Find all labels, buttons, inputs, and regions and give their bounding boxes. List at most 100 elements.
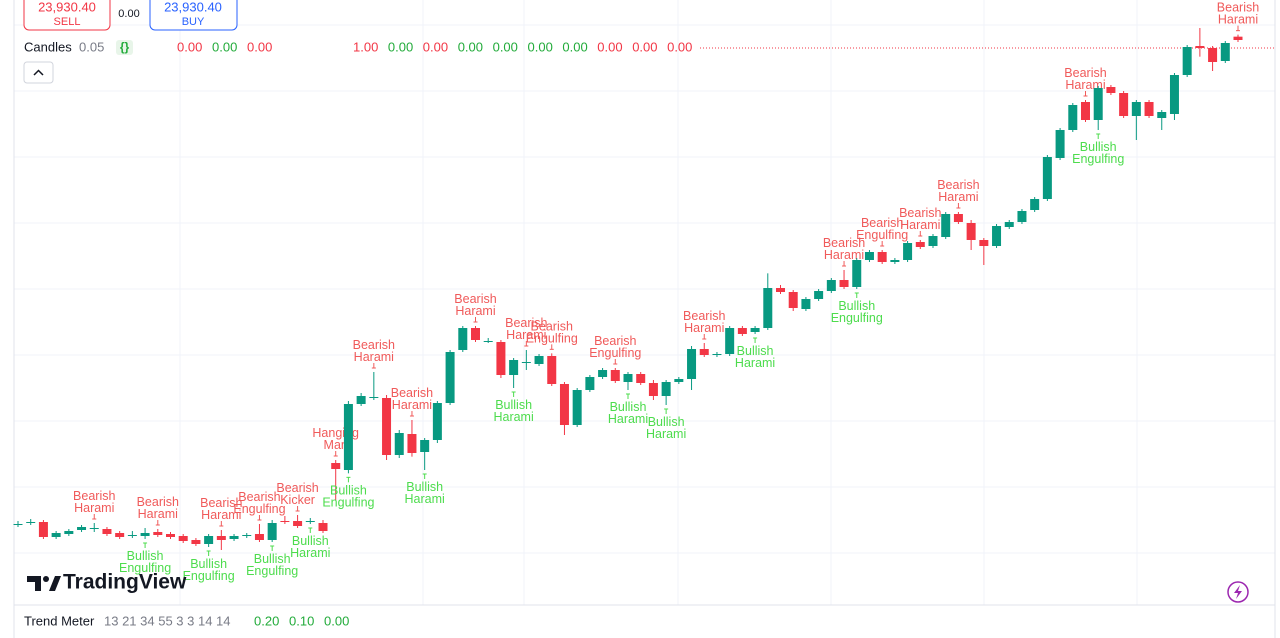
pattern-label: Bearish Engulfing xyxy=(856,216,908,242)
candle-body xyxy=(763,288,773,328)
legend-name: Candles xyxy=(24,39,72,54)
candle-body xyxy=(407,434,417,453)
sell-price: 23,930.40 xyxy=(38,0,96,14)
candle-body xyxy=(979,240,989,246)
candle-body xyxy=(1233,36,1243,40)
candle-body xyxy=(432,403,442,440)
buy-price: 23,930.40 xyxy=(164,0,222,14)
pattern-label: Bullish Engulfing xyxy=(831,299,883,325)
candle-body xyxy=(712,354,722,355)
legend-param: 0.05 xyxy=(79,39,104,54)
candle-body xyxy=(776,288,785,292)
candle-body xyxy=(1208,48,1218,62)
pattern-label: Bearish Engulfing xyxy=(589,334,641,360)
candle-body xyxy=(1081,102,1090,120)
candle-body xyxy=(890,260,900,262)
candle-body xyxy=(394,433,404,455)
candle-body xyxy=(483,341,493,342)
watermark-logo: TradingView xyxy=(27,571,187,594)
candle-body xyxy=(725,328,735,354)
candle-body xyxy=(293,521,303,526)
candle-body xyxy=(1017,211,1027,222)
candle-body xyxy=(204,536,214,544)
candle-body xyxy=(1182,47,1192,75)
candle-body xyxy=(13,524,23,525)
candle-body xyxy=(496,342,506,375)
candle-body xyxy=(559,384,569,425)
candle-body xyxy=(826,280,836,291)
candles: Bearish Harami Bullish Engulfing Bearish Hara… xyxy=(13,1,1259,583)
legend-value: 0.00 xyxy=(597,39,622,54)
source-code-icon[interactable]: {} xyxy=(116,40,133,55)
legend-value: 0.00 xyxy=(562,39,587,54)
collapse-button[interactable] xyxy=(23,61,54,84)
candle-body xyxy=(750,328,760,332)
indicator-name: Trend Meter xyxy=(24,613,95,628)
candle-body xyxy=(166,534,175,537)
candle-body xyxy=(1157,112,1167,118)
candle-body xyxy=(953,214,963,222)
legend-value: 0.00 xyxy=(632,39,657,54)
spread: 0.00 xyxy=(118,8,139,20)
lightning-button[interactable] xyxy=(1227,581,1249,603)
candle-body xyxy=(77,527,87,530)
candle-body xyxy=(648,383,658,396)
pattern-label: Bearish Harami xyxy=(454,292,496,318)
candle-body xyxy=(928,236,938,246)
candle-body xyxy=(1004,222,1014,227)
indicator-value: 0.20 xyxy=(254,613,279,628)
candle-body xyxy=(127,535,137,536)
candle-body xyxy=(1042,157,1052,199)
candle-body xyxy=(1106,87,1116,93)
indicator-values: 0.20 0.10 0.00 xyxy=(254,613,349,628)
candle-body xyxy=(153,532,163,535)
candle-body xyxy=(471,328,480,340)
buy-button[interactable]: 23,930.40 BUY xyxy=(149,0,238,31)
candle-body xyxy=(877,252,887,262)
candle-body xyxy=(992,226,1002,246)
candle-body xyxy=(369,397,379,398)
candle-body xyxy=(51,533,61,537)
pattern-label: Bullish Engulfing xyxy=(119,549,171,575)
legend-value: 0.00 xyxy=(458,39,483,54)
pattern-label: Bullish Harami xyxy=(735,344,775,370)
indicator-value: 0.00 xyxy=(324,613,349,628)
indicator-params: 13 21 34 55 3 3 14 14 xyxy=(104,613,231,628)
candle-body xyxy=(382,398,392,455)
candle-body xyxy=(445,352,455,403)
candle-body xyxy=(1220,43,1230,61)
candle-body xyxy=(661,382,671,396)
candle-body xyxy=(305,521,315,522)
candle-body xyxy=(1144,102,1154,116)
pattern-label: Bullish Harami xyxy=(646,415,686,441)
candle-body xyxy=(102,529,112,534)
pattern-label: Bearish Engulfing xyxy=(233,490,285,516)
candle-body xyxy=(915,242,925,247)
sell-label: SELL xyxy=(54,16,81,28)
indicator-value: 0.10 xyxy=(289,613,314,628)
watermark: TradingView xyxy=(63,571,187,594)
candle-body xyxy=(521,362,531,363)
candle-body xyxy=(839,280,849,287)
grid xyxy=(14,0,1275,605)
pattern-label: Bullish Harami xyxy=(290,534,330,560)
pattern-label: Bullish Harami xyxy=(405,480,445,506)
candle-body xyxy=(636,374,646,383)
candle-body xyxy=(966,223,976,240)
buy-label: BUY xyxy=(182,16,205,28)
candle-body xyxy=(191,540,201,544)
pattern-label: Bearish Harami xyxy=(505,316,547,342)
candle-body xyxy=(458,328,468,350)
svg-text:{}: {} xyxy=(120,40,130,54)
candle-body xyxy=(318,523,328,531)
pattern-label: Bearish Harami xyxy=(73,489,115,515)
pattern-label: Bearish Harami xyxy=(137,495,179,521)
pattern-label: Bearish Harami xyxy=(683,309,725,335)
legend-value: 0.00 xyxy=(493,39,518,54)
pattern-label: Bearish Harami xyxy=(899,206,941,232)
candle-body xyxy=(737,328,747,334)
candle-body xyxy=(356,396,366,404)
candle-body xyxy=(903,243,913,260)
candle-body xyxy=(941,214,951,237)
sell-button[interactable]: 23,930.40 SELL xyxy=(23,0,111,31)
